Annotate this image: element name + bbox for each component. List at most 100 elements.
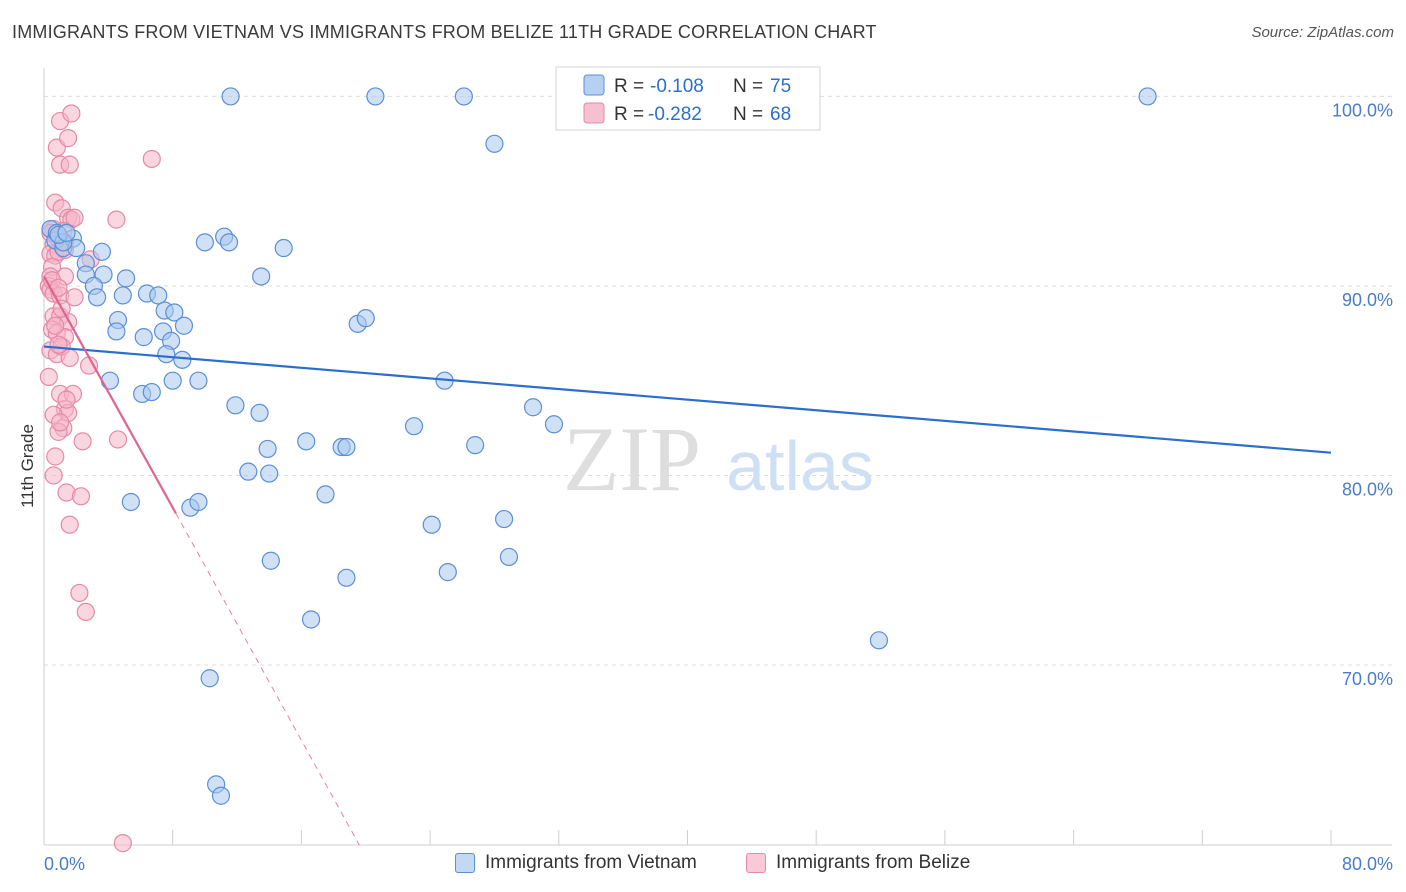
vietnam-trend-line <box>43 345 1332 454</box>
source-credit: Source: ZipAtlas.com <box>1251 24 1394 41</box>
vietnam-point <box>121 492 140 512</box>
vietnam-point <box>219 233 239 252</box>
belize-point <box>46 447 65 466</box>
vietnam-point <box>200 669 219 688</box>
belize-point <box>57 390 76 409</box>
vietnam-point <box>274 238 293 258</box>
y-tick-label: 80.0% <box>1342 479 1393 499</box>
vietnam-point <box>100 371 120 390</box>
vietnam-point <box>466 436 485 455</box>
vietnam-point <box>165 303 184 322</box>
vietnam-point <box>189 492 208 512</box>
legend-item-belize[interactable]: Immigrants from Belize <box>746 852 970 874</box>
belize-trend-extension <box>175 513 360 846</box>
belize-point <box>65 288 84 307</box>
vietnam-point <box>258 439 277 459</box>
y-axis-label: 11th Grade <box>18 424 37 508</box>
vietnam-point <box>499 547 519 567</box>
belize-point <box>108 430 128 449</box>
vietnam-point <box>163 371 182 390</box>
legend-n-label-belize: N = <box>733 104 763 125</box>
vietnam-point <box>485 134 504 153</box>
y-tick-label: 100.0% <box>1332 100 1393 120</box>
vietnam-point <box>87 288 107 307</box>
y-tick-label: 70.0% <box>1342 669 1393 689</box>
stats-legend: R = -0.108 N = 75 R = -0.282 N = 68 <box>555 66 821 131</box>
vietnam-point <box>422 515 441 534</box>
belize-point <box>59 129 78 148</box>
belize-point <box>65 208 84 227</box>
vietnam-point <box>260 464 279 483</box>
watermark-atlas: atlas <box>726 427 874 505</box>
vietnam-point <box>261 551 280 570</box>
vietnam-point <box>57 223 76 242</box>
vietnam-point <box>173 350 192 369</box>
legend-swatch-belize <box>583 102 605 124</box>
belize-point <box>142 149 161 169</box>
vietnam-point <box>174 316 194 335</box>
series-legend: Immigrants from Vietnam Immigrants from … <box>0 852 1406 878</box>
scatter-points <box>39 87 1157 853</box>
belize-point <box>70 583 89 603</box>
vietnam-point <box>523 398 543 417</box>
legend-n-value-vietnam: 75 <box>770 76 791 97</box>
vietnam-point <box>92 242 112 261</box>
vietnam-point <box>250 403 269 423</box>
belize-point <box>60 515 79 534</box>
legend-swatch-vietnam <box>583 74 605 96</box>
axes <box>43 68 1392 846</box>
vietnam-point <box>142 382 161 402</box>
vietnam-point <box>107 322 126 341</box>
chart-title: IMMIGRANTS FROM VIETNAM VS IMMIGRANTS FR… <box>12 22 877 42</box>
vietnam-point <box>149 286 168 305</box>
vietnam-point <box>195 233 214 252</box>
legend-label-belize: Immigrants from Belize <box>776 852 971 873</box>
vietnam-point <box>157 345 176 364</box>
belize-point <box>62 104 81 123</box>
legend-n-label-vietnam: N = <box>733 76 763 97</box>
legend-n-value-belize: 68 <box>770 104 791 125</box>
belize-point <box>49 335 68 354</box>
vietnam-point <box>356 309 375 328</box>
y-tick-label: 90.0% <box>1342 290 1393 310</box>
belize-point <box>107 210 126 229</box>
vietnam-point <box>301 610 321 629</box>
belize-point <box>50 413 70 432</box>
vietnam-point <box>337 568 356 587</box>
legend-r-value-belize: -0.282 <box>648 104 702 125</box>
legend-item-vietnam[interactable]: Immigrants from Vietnam <box>455 852 697 874</box>
vietnam-point <box>869 631 889 650</box>
vietnam-point <box>239 462 258 481</box>
vietnam-point <box>221 87 240 106</box>
vietnam-point <box>454 87 473 106</box>
x-tick-label-max: 80.0% <box>1342 854 1393 874</box>
belize-point <box>71 487 91 506</box>
legend-label-vietnam: Immigrants from Vietnam <box>485 852 697 873</box>
vietnam-point <box>366 87 385 106</box>
vietnam-point <box>189 371 208 390</box>
belize-point <box>46 316 65 335</box>
belize-point <box>113 834 132 853</box>
vietnam-point <box>404 417 424 436</box>
x-tick-label-min: 0.0% <box>44 854 85 874</box>
trend-lines <box>43 275 1332 846</box>
tick-labels: 70.0% 80.0% 90.0% 100.0% 0.0% 80.0% <box>44 100 1393 874</box>
vietnam-point <box>544 415 564 434</box>
legend-r-value-vietnam: -0.108 <box>650 76 704 97</box>
belize-point <box>39 367 58 387</box>
belize-point <box>76 602 95 622</box>
legend-r-label-vietnam: R = <box>614 76 644 97</box>
vietnam-point <box>495 509 514 529</box>
vietnam-point <box>297 432 316 451</box>
vietnam-point <box>337 437 356 457</box>
legend-swatch-vietnam-bottom <box>455 853 475 873</box>
vietnam-point <box>134 328 153 347</box>
vietnam-point <box>113 286 132 305</box>
belize-point <box>73 432 92 451</box>
vietnam-point <box>316 485 335 504</box>
legend-r-label-belize: R = <box>614 104 644 125</box>
watermark-zip: ZIP <box>563 408 701 510</box>
legend-swatch-belize-bottom <box>746 853 766 873</box>
vietnam-point <box>438 563 457 582</box>
